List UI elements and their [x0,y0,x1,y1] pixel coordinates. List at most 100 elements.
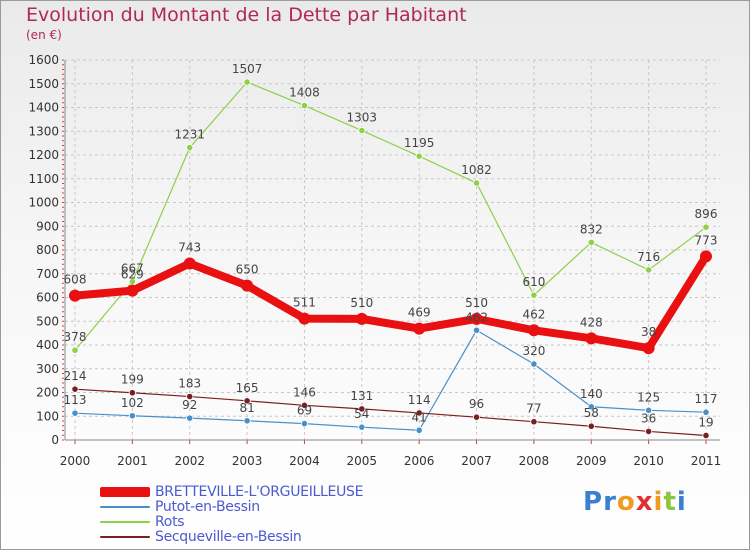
data-label: 140 [580,387,603,401]
legend-item: BRETTEVILLE-L'ORGUEILLEUSE [100,484,420,500]
y-tick-label: 1300 [28,124,59,138]
data-label: 214 [64,369,87,383]
data-label: 469 [408,306,431,320]
data-label: 199 [121,373,144,387]
y-tick-label: 300 [36,362,59,376]
data-point [587,403,595,411]
data-label: 462 [522,307,545,321]
data-point [642,342,655,355]
legend-label: Putot-en-Bessin [155,499,260,515]
data-point [585,332,598,345]
data-point [587,238,595,246]
data-point [183,257,196,270]
data-point [126,284,139,297]
y-tick-label: 100 [36,409,59,423]
legend-swatch [100,536,150,538]
data-label: 131 [350,389,373,403]
data-label: 36 [641,411,656,425]
legend-item: Rots [100,514,420,530]
legend-item: Secqueville-en-Bessin [100,529,420,545]
data-point [71,409,79,417]
data-point [530,291,538,299]
data-label: 608 [64,273,87,287]
x-tick-label: 2011 [691,454,722,468]
data-point [71,385,79,393]
series-line-1 [74,329,707,431]
logo-letter: r [603,487,617,517]
data-point [645,406,653,414]
data-point [415,152,423,160]
data-point [530,418,538,426]
data-label: 41 [412,410,427,424]
x-tick-label: 2005 [347,454,378,468]
logo-letter: i [653,487,664,517]
data-label: 832 [580,222,603,236]
data-point [358,405,366,413]
data-label: 1231 [174,128,205,142]
data-point [186,414,194,422]
data-label: 716 [637,250,660,264]
data-label: 183 [178,377,201,391]
x-tick-label: 2009 [576,454,607,468]
data-label: 92 [182,398,197,412]
x-tick-label: 2004 [289,454,320,468]
data-label: 650 [236,263,259,277]
data-label: 96 [469,397,484,411]
data-label: 1082 [461,163,492,177]
data-label: 510 [465,296,488,310]
data-label: 69 [297,404,312,418]
y-tick-label: 1000 [28,196,59,210]
data-label: 610 [522,275,545,289]
data-point [186,144,194,152]
data-label: 667 [121,262,144,276]
data-point [69,289,81,302]
data-point [186,392,194,401]
data-point [298,312,311,325]
data-point [472,413,481,421]
legend-label: Secqueville-en-Bessin [155,529,302,545]
logo-letter: o [616,487,636,517]
data-label: 510 [350,296,373,310]
x-tick-label: 2006 [404,454,435,468]
legend-label: Rots [155,514,185,530]
legend-swatch [100,506,150,508]
data-label: 38 [641,325,656,339]
data-point [645,266,653,274]
y-tick-label: 500 [36,314,59,328]
data-label: 320 [522,344,545,358]
y-tick-label: 800 [36,243,59,257]
data-point [472,179,481,187]
logo-letter: i [676,487,687,517]
data-point [300,401,309,409]
data-label: 896 [695,207,718,221]
y-tick-label: 1600 [28,53,59,67]
data-point [413,322,426,335]
data-point [300,102,309,110]
data-label: 511 [293,296,316,310]
data-point [527,324,540,337]
y-tick-label: 1500 [28,77,59,91]
data-point [645,427,653,436]
data-label: 114 [408,393,431,407]
proxiti-logo: Proxiti [583,487,687,517]
y-tick-label: 1100 [28,172,59,186]
data-point [355,312,368,325]
data-label: 125 [637,390,660,404]
legend-item: Putot-en-Bessin [100,499,420,515]
data-label: 1408 [289,86,320,100]
x-tick-label: 2001 [117,454,148,468]
data-point [128,389,136,397]
chart-subtitle: (en €) [26,28,62,42]
series-line-2 [74,81,707,351]
data-label: 1195 [404,136,435,150]
data-point [415,409,423,417]
y-tick-label: 900 [36,219,59,233]
y-tick-label: 1200 [28,148,59,162]
legend-swatch [100,521,150,523]
logo-letter: x [635,487,654,517]
data-point [71,346,79,354]
data-point [241,279,254,292]
series-line-0 [71,252,710,353]
